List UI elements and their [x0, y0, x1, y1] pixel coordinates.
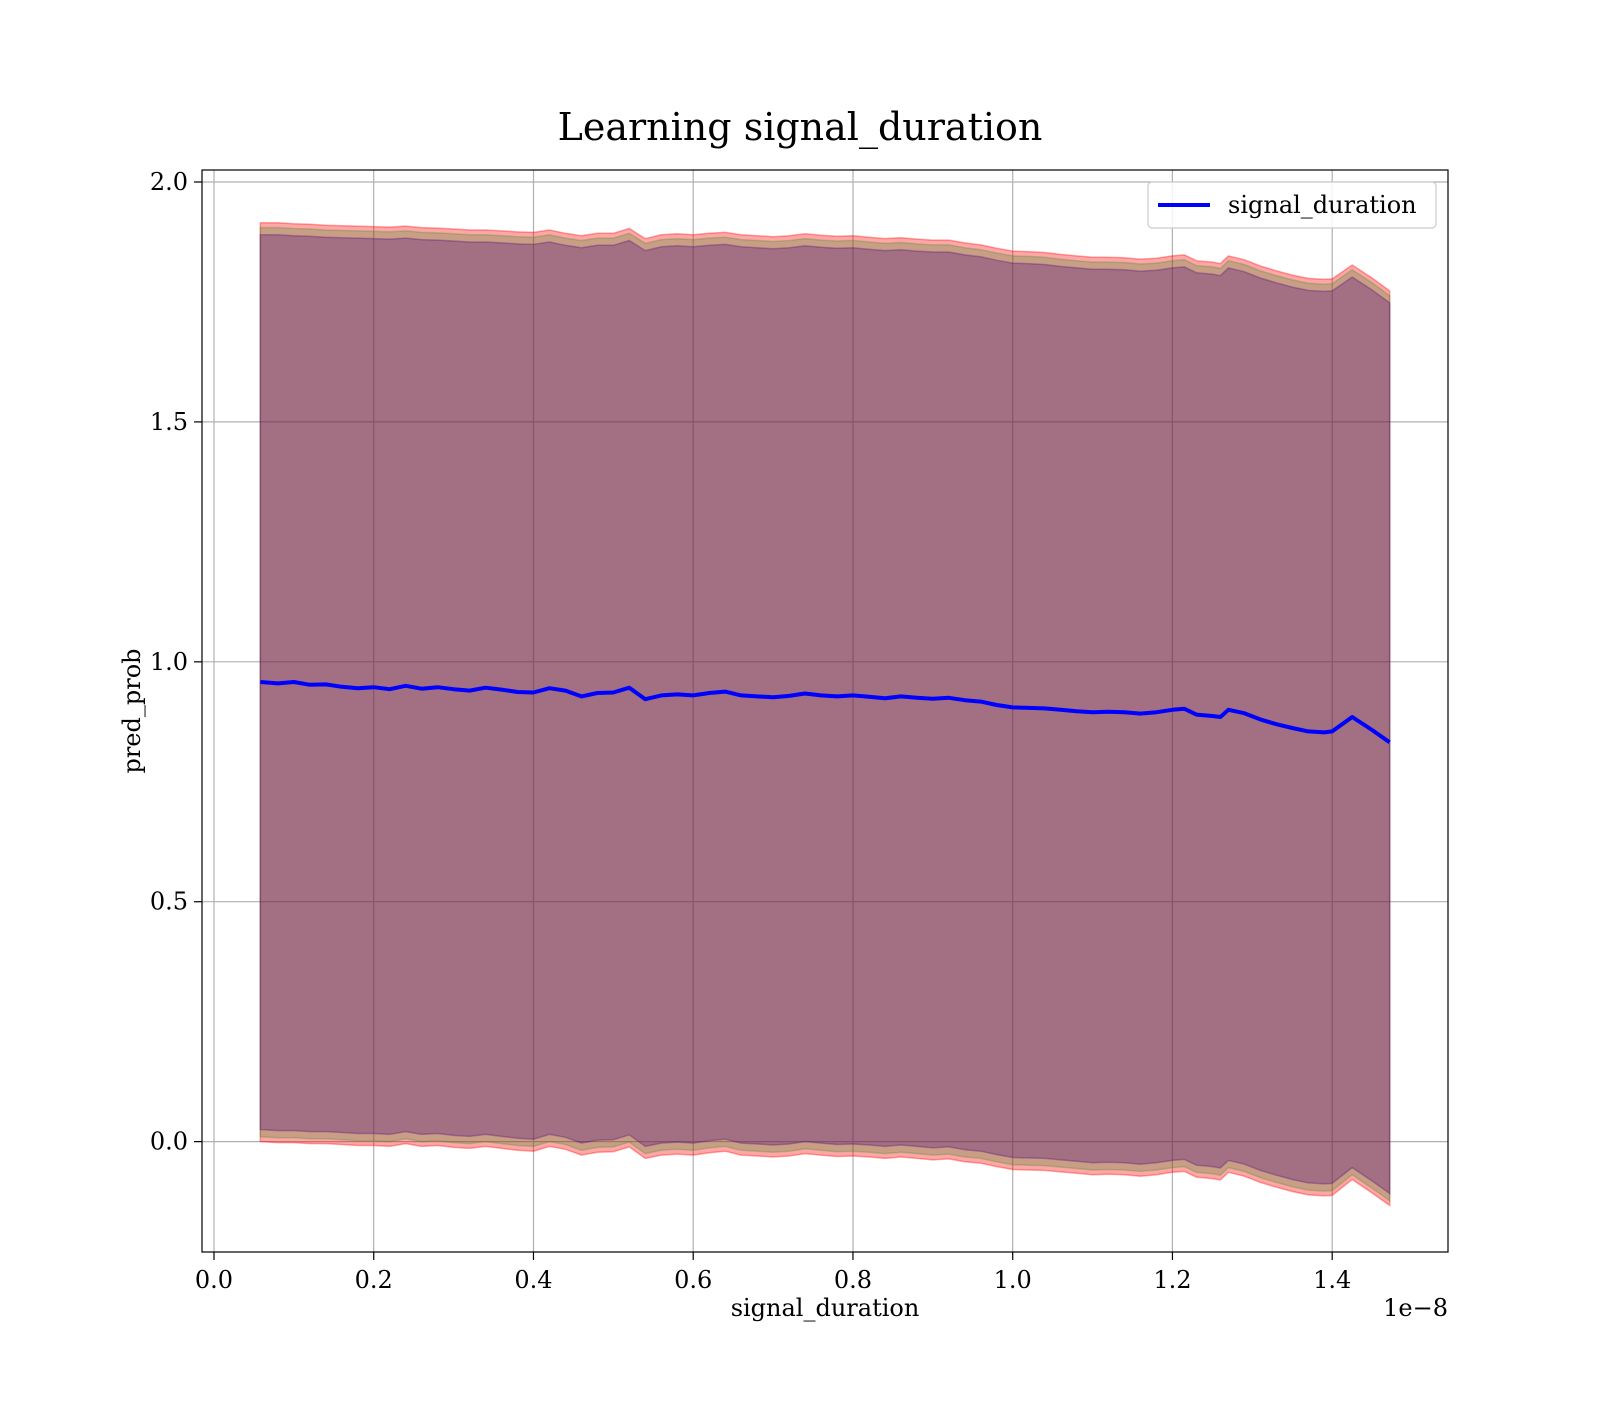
x-tick-label: 1.4: [1313, 1266, 1351, 1294]
chart-title: Learning signal_duration: [558, 105, 1043, 150]
x-axis-label: signal_duration: [731, 1294, 920, 1322]
x-tick-label: 1.0: [994, 1266, 1032, 1294]
series-line-1: [260, 680, 1391, 745]
legend-box: [1147, 181, 1437, 229]
y-tick-label: 0.5: [150, 888, 188, 916]
confidence-band-2: [259, 226, 1391, 1203]
x-tick-label: 1.2: [1153, 1266, 1191, 1294]
x-tick-label: 0.6: [674, 1266, 712, 1294]
x-tick-label: 0.8: [834, 1266, 872, 1294]
confidence-bands: [259, 222, 1391, 1207]
x-axis-offset-label: 1e−8: [1383, 1294, 1448, 1322]
confidence-band-1: [259, 222, 1391, 1207]
series-lines: [260, 680, 1391, 745]
plot-area-frame: [201, 169, 1449, 1253]
x-tick-label: 0.0: [195, 1266, 233, 1294]
legend: signal_duration: [1147, 181, 1437, 229]
y-axis-label: pred_prob: [118, 648, 146, 773]
y-tick-label: 1.0: [150, 648, 188, 676]
y-tick-label: 0.0: [150, 1128, 188, 1156]
confidence-band-3: [259, 234, 1391, 1195]
x-tick-label: 0.2: [355, 1266, 393, 1294]
y-tick-label: 2.0: [150, 168, 188, 196]
axis-ticks: 0.0 0.2 0.4 0.6 0.8 1.0 1.2 1.4 0.0 0.5 1.0 1.5 2.0: [150, 168, 1351, 1294]
x-tick-label: 0.4: [514, 1266, 552, 1294]
legend-label: signal_duration: [1228, 191, 1417, 219]
y-tick-label: 1.5: [150, 408, 188, 436]
